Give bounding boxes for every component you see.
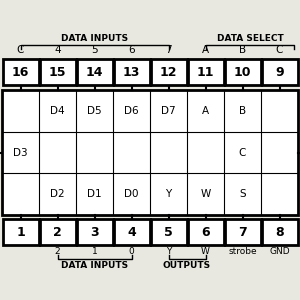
Text: 14: 14 [86,65,103,79]
Text: 16: 16 [12,65,29,79]
Text: D7: D7 [161,106,176,116]
Text: 2: 2 [53,226,62,238]
Text: 11: 11 [197,65,214,79]
Text: 1: 1 [16,226,25,238]
Bar [2,219,38,245]
Bar [224,219,260,245]
Text: 3: 3 [90,226,99,238]
Bar [2,90,298,215]
Text: 13: 13 [123,65,140,79]
Bar [188,59,224,85]
Bar [151,219,187,245]
Bar [262,59,298,85]
Bar [151,59,187,85]
Text: D1: D1 [87,189,102,199]
Text: A: A [202,45,209,55]
Bar [113,219,149,245]
Text: C: C [239,148,246,158]
Text: Y: Y [165,189,172,199]
Text: A: A [202,106,209,116]
Text: 6: 6 [201,226,210,238]
Text: 4: 4 [127,226,136,238]
Text: OUTPUTS: OUTPUTS [163,261,211,270]
Text: B: B [239,45,246,55]
Text: DATA INPUTS: DATA INPUTS [61,34,128,43]
Text: 6: 6 [128,45,135,55]
Text: 0: 0 [129,247,134,256]
Text: C: C [17,45,24,55]
Text: 10: 10 [234,65,251,79]
Bar [40,59,76,85]
Text: DATA INPUTS: DATA INPUTS [61,261,128,270]
Text: 4: 4 [54,45,61,55]
Text: S: S [239,189,246,199]
Bar [262,219,298,245]
Bar [224,59,260,85]
Text: Y: Y [166,247,171,256]
Text: 5: 5 [164,226,173,238]
Text: W: W [201,247,210,256]
Text: 9: 9 [275,65,284,79]
Bar [113,59,149,85]
Bar [40,219,76,245]
Text: 12: 12 [160,65,177,79]
Text: strobe: strobe [228,247,257,256]
Text: W: W [200,189,211,199]
Text: D0: D0 [124,189,139,199]
Text: 2: 2 [55,247,60,256]
Text: 1: 1 [92,247,98,256]
Bar [76,59,112,85]
Bar [76,219,112,245]
Text: D2: D2 [50,189,65,199]
Text: D6: D6 [124,106,139,116]
Text: 7: 7 [238,226,247,238]
Bar [188,219,224,245]
Text: C: C [276,45,283,55]
Text: 15: 15 [49,65,66,79]
Text: 7: 7 [165,45,172,55]
Text: D4: D4 [50,106,65,116]
Text: D5: D5 [87,106,102,116]
Text: DATA SELECT: DATA SELECT [217,34,283,43]
Text: GND: GND [269,247,290,256]
Text: 5: 5 [91,45,98,55]
Text: D3: D3 [13,148,28,158]
Text: 8: 8 [275,226,284,238]
Bar [2,59,38,85]
Text: B: B [239,106,246,116]
